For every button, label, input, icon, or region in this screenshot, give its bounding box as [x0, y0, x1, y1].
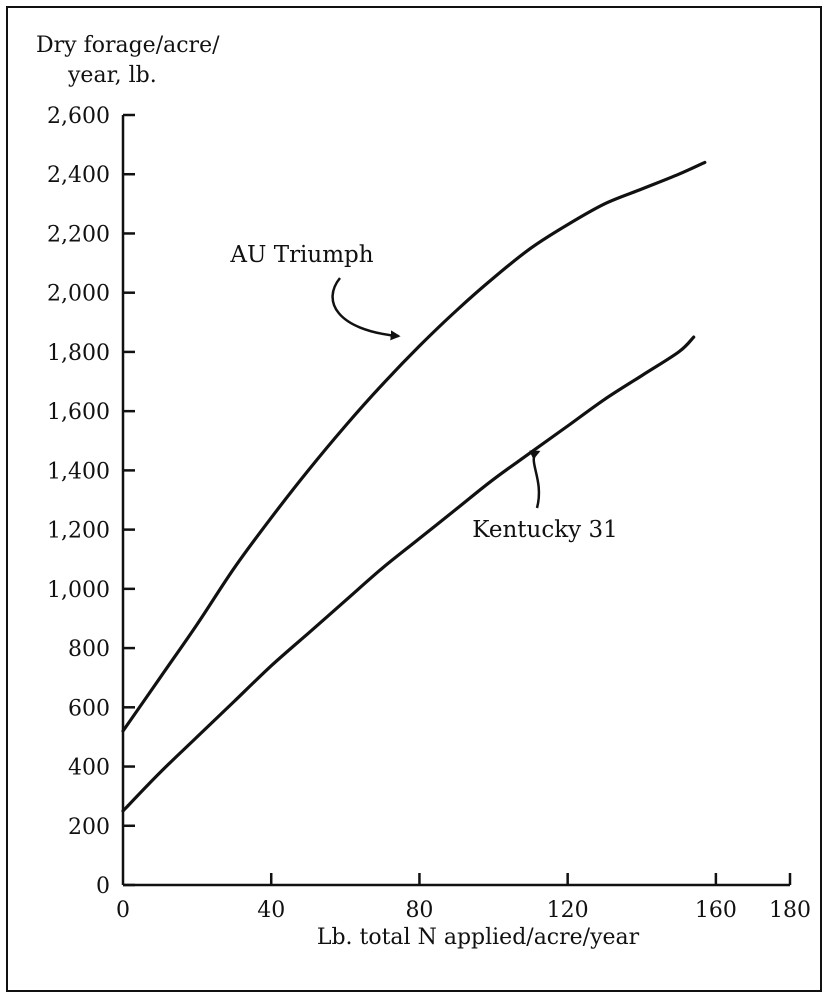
x-tick-label: 160: [695, 898, 737, 923]
y-tick-label: 1,400: [47, 459, 110, 484]
annotations: AU Triumph Kentucky 31: [229, 242, 617, 543]
annotation-kentucky-31: Kentucky 31: [472, 517, 617, 543]
y-tick-label: 2,400: [47, 163, 110, 188]
y-tick-label: 1,800: [47, 341, 110, 366]
x-tick-label: 40: [257, 898, 285, 923]
y-tick-label: 600: [68, 696, 110, 721]
x-tick-label: 180: [769, 898, 811, 923]
axes: [121, 115, 790, 887]
x-tick-label: 120: [547, 898, 589, 923]
y-tick-label: 0: [96, 874, 110, 899]
y-axis-label-line2: year, lb.: [67, 63, 157, 88]
y-tick-label: 800: [68, 637, 110, 662]
y-tick-label: 1,000: [47, 578, 110, 603]
annotation-arrow-au-triumph: [331, 277, 401, 341]
annotation-arrow-kentucky-31: [529, 450, 541, 509]
x-tick-label: 0: [116, 898, 130, 923]
y-tick-label: 2,600: [47, 104, 110, 129]
y-tick-label: 1,200: [47, 519, 110, 544]
y-tick-label: 400: [68, 756, 110, 781]
x-axis-label: Lb. total N applied/acre/year: [317, 925, 640, 950]
x-tick-label: 80: [405, 898, 433, 923]
series-line-au-triumph: [121, 160, 707, 733]
y-tick-label: 2,000: [47, 282, 110, 307]
y-tick-label: 2,200: [47, 222, 110, 247]
y-tick-label: 1,600: [47, 400, 110, 425]
series-lines: [121, 160, 707, 813]
annotation-au-triumph: AU Triumph: [229, 242, 373, 268]
y-axis-label-line1: Dry forage/acre/: [36, 33, 220, 58]
y-tick-label: 200: [68, 815, 110, 840]
series-line-kentucky-31: [121, 335, 696, 813]
ticks: 02004006008001,0001,2001,4001,6001,8002,…: [47, 104, 811, 923]
